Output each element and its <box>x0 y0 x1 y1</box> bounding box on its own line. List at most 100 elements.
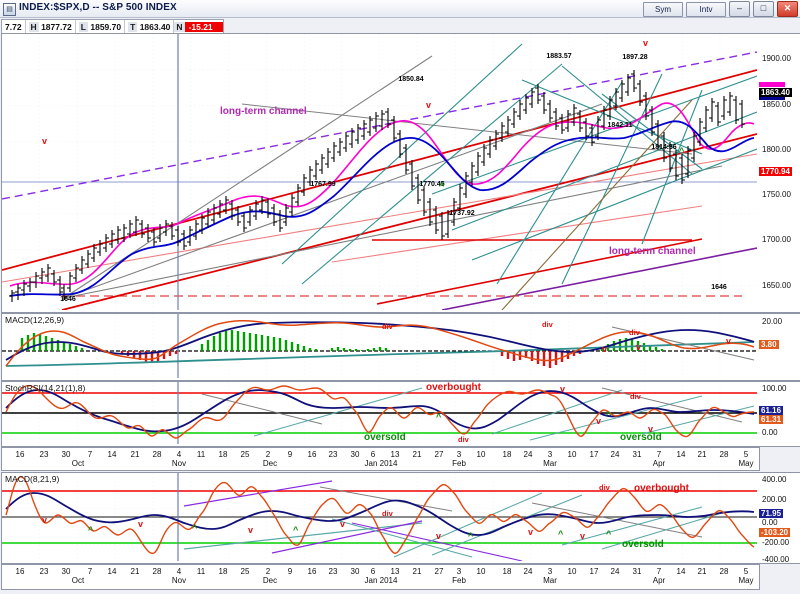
quote-high: 1877.72 <box>41 21 72 32</box>
minimize-button[interactable]: – <box>729 1 750 17</box>
intv-button[interactable]: Intv <box>686 1 726 17</box>
macd2-indicator-label: MACD(8,21,9) <box>5 474 60 484</box>
date-tick: 28 <box>719 567 729 576</box>
oversold-label: oversold <box>622 539 664 550</box>
date-tick: 21 <box>697 567 707 576</box>
price-label-1770-45: 1770.45 <box>419 181 445 188</box>
last-tag: T <box>128 21 138 32</box>
price-label-1883-57: 1883.57 <box>546 53 572 60</box>
macd2-plot <box>2 473 759 563</box>
quote-low: 1859.70 <box>90 21 122 32</box>
macd-panel[interactable]: MACD(12,26,9) <box>1 313 760 381</box>
month-label: Apr <box>652 459 666 468</box>
v-marker: v <box>648 424 654 434</box>
month-label: Nov <box>171 576 187 585</box>
date-tick: 28 <box>719 450 729 459</box>
price-label-1646-projection: 1646 <box>711 284 727 291</box>
month-label: Jan 2014 <box>364 576 398 585</box>
date-tick: 28 <box>152 450 162 459</box>
macd-value-tag: 3.80 <box>759 340 779 349</box>
month-label: May <box>738 576 754 585</box>
stoch-signal-tag: 61.16 <box>759 406 784 415</box>
a-marker: ^ <box>679 146 685 156</box>
v-marker: v <box>138 519 144 529</box>
y-tick: -400.00 <box>762 555 790 564</box>
date-tick: 18 <box>502 567 512 576</box>
date-tick: 30 <box>61 567 71 576</box>
date-tick: 24 <box>523 450 533 459</box>
oversold-label: oversold <box>364 432 406 443</box>
annotation-long-term-channel: long-term channel <box>609 246 696 257</box>
date-tick: 16 <box>15 567 25 576</box>
date-tick: 30 <box>350 450 360 459</box>
date-axis-bottom: 16 23 30 Oct 7 14 21 28 Nov 4 11 18 25 D… <box>1 564 760 590</box>
price-plot <box>2 34 759 312</box>
sym-button[interactable]: Sym <box>643 1 683 17</box>
title-bar: ▤ INDEX:$SPX,D -- S&P 500 INDEX Sym Intv… <box>0 0 800 18</box>
date-tick: 3 <box>547 450 553 459</box>
month-label: May <box>738 459 754 468</box>
chart-icon: ▤ <box>3 3 16 16</box>
stochrsi-panel[interactable]: StochRSI(14,21(1),8) overbought o <box>1 381 760 447</box>
date-tick: 3 <box>456 567 462 576</box>
month-label: Oct <box>71 459 85 468</box>
v-marker: v <box>636 342 642 352</box>
date-tick: 23 <box>39 450 49 459</box>
date-tick: 28 <box>152 567 162 576</box>
price-chart-panel[interactable]: long-term channel long-term channel 1850… <box>1 33 760 313</box>
macd2-panel[interactable]: MACD(8,21,9) <box>1 472 760 564</box>
divergence-label: div <box>599 483 610 492</box>
y-tick: 1750.00 <box>762 190 791 199</box>
macd-indicator-label: MACD(12,26,9) <box>5 315 65 325</box>
quote-last: 1863.40 <box>139 21 171 32</box>
month-label: Mar <box>543 459 557 468</box>
date-tick: 4 <box>176 567 182 576</box>
v-marker: v <box>596 416 602 426</box>
date-tick: 21 <box>130 450 140 459</box>
y-tick: 400.00 <box>762 475 787 484</box>
y-tick: 1800.00 <box>762 145 791 154</box>
low-tag: L <box>78 21 88 32</box>
last-price-tag: 1863.40 <box>759 88 792 97</box>
date-tick: 2 <box>265 567 271 576</box>
month-label: Nov <box>171 459 187 468</box>
date-tick: 23 <box>328 567 338 576</box>
divergence-label: div <box>458 435 469 444</box>
date-tick: 7 <box>656 567 662 576</box>
window-controls: Sym Intv – □ ✕ <box>643 1 798 17</box>
month-label: Dec <box>262 459 278 468</box>
date-tick: 10 <box>567 567 577 576</box>
macd2-line-tag: -103.20 <box>759 528 791 537</box>
date-tick: 21 <box>412 450 422 459</box>
maximize-button[interactable]: □ <box>753 1 774 17</box>
month-label: Dec <box>262 576 278 585</box>
stochrsi-y-axis: 100.00 61.16 61.31 0.00 <box>758 381 800 447</box>
date-tick: 27 <box>434 567 444 576</box>
v-marker: v <box>42 136 48 146</box>
y-tick: 100.00 <box>762 384 787 393</box>
price-label-1737-92: 1737.92 <box>449 210 475 217</box>
v-marker: v <box>580 531 586 541</box>
date-tick: 25 <box>240 450 250 459</box>
date-tick: 14 <box>107 567 117 576</box>
macd2-signal-tag: 71.95 <box>759 509 784 518</box>
y-tick: 1900.00 <box>762 54 791 63</box>
overbought-label: overbought <box>426 382 481 393</box>
date-tick: 18 <box>218 450 228 459</box>
quote-open: 7.72 <box>2 20 26 33</box>
date-tick: 17 <box>589 567 599 576</box>
price-label-1897-28: 1897.28 <box>622 54 648 61</box>
date-tick: 4 <box>176 450 182 459</box>
date-tick: 14 <box>107 450 117 459</box>
divergence-label: div <box>542 320 553 329</box>
date-tick: 11 <box>196 450 206 459</box>
date-tick: 5 <box>743 567 749 576</box>
v-marker: v <box>42 515 48 525</box>
date-tick: 31 <box>632 567 642 576</box>
date-tick: 14 <box>676 450 686 459</box>
macd2-y-axis: 400.00 200.00 71.95 0.00 -103.20 -200.00… <box>758 472 800 564</box>
date-tick: 23 <box>39 567 49 576</box>
close-button[interactable]: ✕ <box>777 1 798 17</box>
y-tick: 1850.00 <box>762 100 791 109</box>
support-price-tag: 1770.94 <box>759 167 792 176</box>
